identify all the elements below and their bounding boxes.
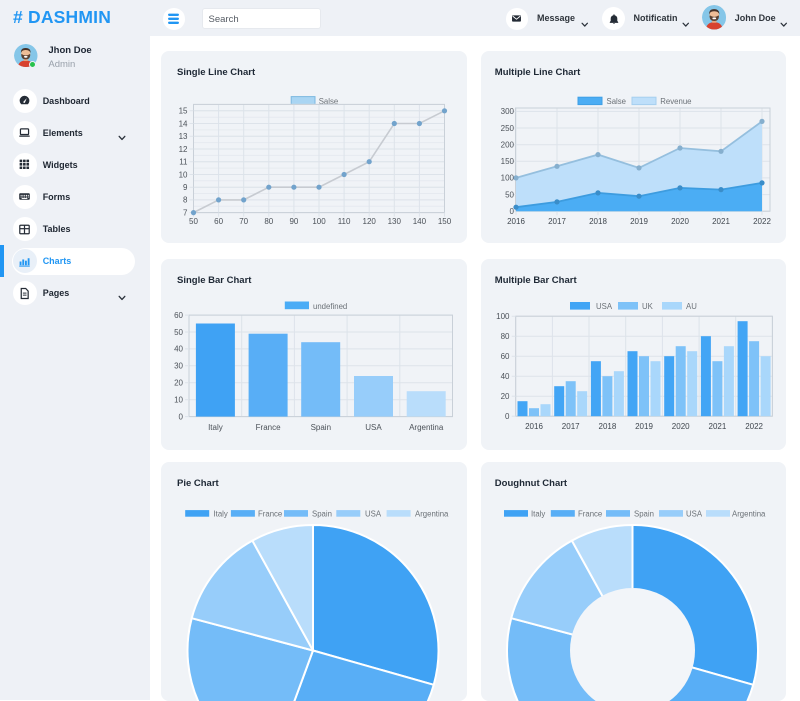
svg-text:50: 50 bbox=[505, 190, 514, 199]
svg-text:2022: 2022 bbox=[753, 217, 771, 226]
svg-text:100: 100 bbox=[312, 217, 326, 226]
svg-text:2018: 2018 bbox=[589, 217, 607, 226]
svg-text:50: 50 bbox=[174, 328, 183, 337]
svg-text:80: 80 bbox=[264, 217, 273, 226]
svg-text:20: 20 bbox=[501, 392, 510, 401]
svg-text:70: 70 bbox=[239, 217, 248, 226]
svg-text:Spain: Spain bbox=[311, 423, 331, 432]
svg-text:9: 9 bbox=[183, 183, 188, 192]
svg-text:7: 7 bbox=[183, 208, 188, 217]
svg-text:15: 15 bbox=[179, 107, 188, 116]
svg-text:AU: AU bbox=[686, 302, 697, 311]
svg-text:Italy: Italy bbox=[531, 509, 545, 518]
svg-text:100: 100 bbox=[496, 312, 510, 321]
svg-text:60: 60 bbox=[174, 311, 183, 320]
svg-text:Pie Chart: Pie Chart bbox=[177, 478, 220, 489]
svg-text:10: 10 bbox=[174, 396, 183, 405]
svg-text:Revenue: Revenue bbox=[660, 97, 691, 106]
svg-text:140: 140 bbox=[413, 217, 427, 226]
svg-text:150: 150 bbox=[438, 217, 452, 226]
svg-text:120: 120 bbox=[363, 217, 377, 226]
svg-text:Argentina: Argentina bbox=[409, 423, 444, 432]
svg-text:100: 100 bbox=[501, 174, 515, 183]
svg-text:60: 60 bbox=[501, 352, 510, 361]
svg-text:2017: 2017 bbox=[562, 422, 580, 431]
svg-text:Salse: Salse bbox=[319, 97, 339, 106]
svg-text:France: France bbox=[258, 509, 282, 518]
svg-text:UK: UK bbox=[642, 302, 654, 311]
svg-text:undefined: undefined bbox=[313, 302, 347, 311]
svg-text:300: 300 bbox=[501, 107, 515, 116]
svg-text:10: 10 bbox=[179, 170, 188, 179]
svg-text:Italy: Italy bbox=[208, 423, 223, 432]
svg-text:USA: USA bbox=[365, 423, 382, 432]
svg-text:80: 80 bbox=[501, 332, 510, 341]
svg-text:40: 40 bbox=[501, 372, 510, 381]
svg-text:Doughnut Chart: Doughnut Chart bbox=[495, 478, 568, 489]
svg-text:250: 250 bbox=[501, 124, 515, 133]
svg-text:2018: 2018 bbox=[599, 422, 617, 431]
svg-text:0: 0 bbox=[510, 207, 515, 216]
svg-text:Multiple Bar Chart: Multiple Bar Chart bbox=[495, 275, 578, 286]
svg-text:90: 90 bbox=[289, 217, 298, 226]
svg-text:France: France bbox=[256, 423, 281, 432]
svg-text:Single Bar Chart: Single Bar Chart bbox=[177, 275, 252, 286]
svg-text:60: 60 bbox=[214, 217, 223, 226]
svg-text:2020: 2020 bbox=[672, 422, 690, 431]
svg-text:France: France bbox=[578, 509, 602, 518]
svg-text:2016: 2016 bbox=[507, 217, 525, 226]
svg-text:Argentina: Argentina bbox=[732, 509, 766, 518]
svg-text:USA: USA bbox=[596, 302, 613, 311]
svg-text:Spain: Spain bbox=[312, 509, 332, 518]
svg-text:Salse: Salse bbox=[607, 97, 627, 106]
svg-text:2021: 2021 bbox=[709, 422, 727, 431]
svg-text:11: 11 bbox=[179, 158, 188, 167]
svg-text:130: 130 bbox=[388, 217, 402, 226]
svg-text:Argentina: Argentina bbox=[415, 509, 449, 518]
svg-text:200: 200 bbox=[501, 141, 515, 150]
svg-text:USA: USA bbox=[686, 509, 703, 518]
svg-text:Single Line Chart: Single Line Chart bbox=[177, 67, 256, 78]
svg-text:Multiple Line Chart: Multiple Line Chart bbox=[495, 67, 581, 78]
svg-text:14: 14 bbox=[179, 119, 188, 128]
svg-text:2019: 2019 bbox=[635, 422, 653, 431]
svg-text:50: 50 bbox=[189, 217, 198, 226]
svg-text:Italy: Italy bbox=[214, 509, 228, 518]
svg-text:2017: 2017 bbox=[548, 217, 566, 226]
svg-text:0: 0 bbox=[179, 412, 184, 421]
svg-text:20: 20 bbox=[174, 379, 183, 388]
svg-text:8: 8 bbox=[183, 196, 188, 205]
svg-text:2022: 2022 bbox=[745, 422, 763, 431]
svg-text:USA: USA bbox=[365, 509, 382, 518]
svg-text:13: 13 bbox=[179, 132, 188, 141]
svg-text:40: 40 bbox=[174, 345, 183, 354]
svg-text:0: 0 bbox=[505, 412, 510, 421]
svg-text:12: 12 bbox=[179, 145, 188, 154]
svg-text:2016: 2016 bbox=[525, 422, 543, 431]
svg-text:Spain: Spain bbox=[634, 509, 654, 518]
svg-text:150: 150 bbox=[501, 157, 515, 166]
svg-text:2021: 2021 bbox=[712, 217, 730, 226]
svg-text:110: 110 bbox=[338, 217, 351, 226]
svg-text:30: 30 bbox=[174, 362, 183, 371]
svg-text:2020: 2020 bbox=[671, 217, 689, 226]
svg-text:2019: 2019 bbox=[630, 217, 648, 226]
